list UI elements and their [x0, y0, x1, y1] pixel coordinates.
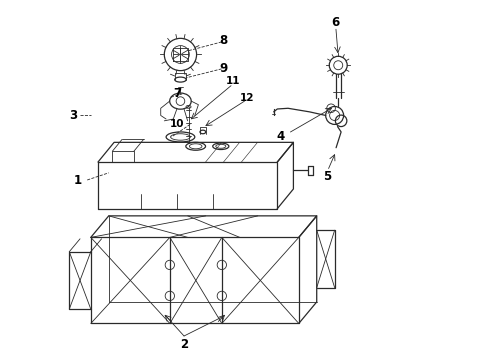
Text: 9: 9: [220, 62, 228, 75]
Text: 10: 10: [170, 120, 184, 129]
Text: 2: 2: [180, 338, 188, 351]
Text: 12: 12: [240, 93, 254, 103]
Text: 5: 5: [323, 170, 332, 183]
Text: 11: 11: [226, 76, 241, 86]
Text: 3: 3: [69, 109, 77, 122]
Text: 8: 8: [220, 33, 228, 47]
Text: 1: 1: [74, 174, 82, 186]
Text: 7: 7: [173, 87, 181, 100]
Text: 6: 6: [332, 16, 340, 29]
Text: 4: 4: [277, 130, 285, 144]
